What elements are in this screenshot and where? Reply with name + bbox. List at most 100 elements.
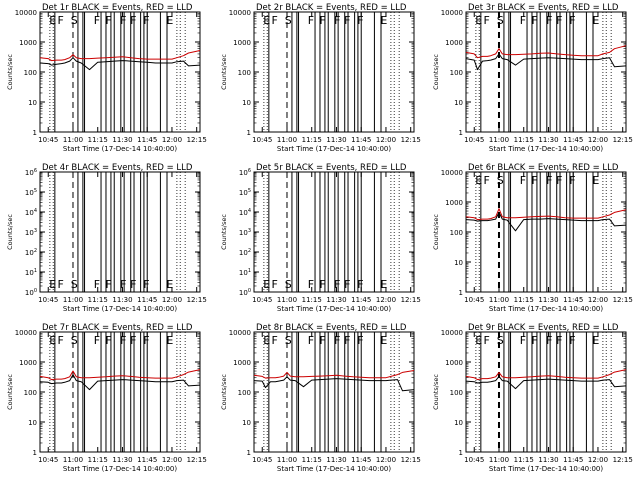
- x-tick-label: 12:15: [401, 456, 421, 464]
- x-tick-label: 11:45: [137, 456, 157, 464]
- y-tick-label: 106: [25, 168, 37, 177]
- flag-label: F: [357, 278, 363, 291]
- flag-label: F: [130, 278, 136, 291]
- panel-title: Det 4r BLACK = Events, RED = LLD: [42, 163, 193, 173]
- flag-label: E: [166, 14, 173, 27]
- y-axis-label: Counts/sec: [220, 54, 228, 90]
- y-axis-label: Counts/sec: [220, 214, 228, 250]
- flag-label: F: [344, 14, 350, 27]
- plot-frame: [253, 11, 415, 133]
- plot-frame: [253, 331, 415, 453]
- x-tick-label: 11:15: [88, 296, 108, 304]
- y-tick-label: 100: [25, 288, 37, 297]
- flag-label: F: [483, 14, 489, 27]
- x-tick-label: 12:00: [162, 136, 182, 144]
- y-tick-label: 100: [450, 69, 463, 77]
- flag-label: F: [556, 14, 562, 27]
- lld-rate-line: [253, 370, 415, 379]
- y-tick-label: 105: [239, 188, 251, 197]
- x-axis-label: Start Time (17-Dec-14 10:40:00): [63, 465, 177, 473]
- flag-label: E: [263, 278, 270, 291]
- flag-label: F: [130, 334, 136, 347]
- x-axis-label: Start Time (17-Dec-14 10:40:00): [489, 145, 603, 153]
- lld-rate-line: [465, 45, 627, 59]
- x-tick-label: 11:00: [277, 456, 297, 464]
- flag-label: F: [334, 278, 340, 291]
- lld-rate-line: [39, 50, 201, 62]
- x-tick-label: 10:45: [38, 296, 58, 304]
- flag-label: E: [592, 174, 599, 187]
- flag-label: E: [592, 14, 599, 27]
- x-tick-label: 11:45: [351, 456, 371, 464]
- flag-label: F: [569, 14, 575, 27]
- y-tick-label: 100: [238, 69, 251, 77]
- lld-rate-line: [465, 369, 627, 381]
- flag-label: F: [57, 278, 63, 291]
- y-tick-label: 1: [459, 449, 463, 457]
- y-tick-label: 10000: [441, 329, 463, 337]
- y-tick-label: 1000: [233, 39, 251, 47]
- flag-label: F: [94, 14, 100, 27]
- x-tick-label: 11:45: [137, 296, 157, 304]
- y-tick-label: 10: [454, 259, 463, 267]
- event-rate-line: [465, 53, 627, 71]
- flag-label: E: [49, 334, 56, 347]
- flag-label: F: [143, 334, 149, 347]
- panel-title: Det 3r BLACK = Events, RED = LLD: [468, 3, 619, 13]
- plot-frame: [465, 11, 627, 133]
- flag-label: S: [497, 14, 504, 27]
- x-tick-label: 11:30: [326, 456, 346, 464]
- plot-frame: [39, 331, 201, 453]
- y-tick-label: 100: [450, 229, 463, 237]
- y-tick-label: 1: [459, 129, 463, 137]
- panel-title: Det 5r BLACK = Events, RED = LLD: [256, 163, 407, 173]
- flag-label: F: [483, 334, 489, 347]
- flag-label: F: [344, 278, 350, 291]
- panel-title: Det 9r BLACK = Events, RED = LLD: [468, 323, 619, 333]
- x-tick-label: 11:30: [326, 296, 346, 304]
- y-tick-label: 10000: [441, 169, 463, 177]
- plot-frame: [39, 11, 201, 133]
- y-tick-label: 100: [24, 69, 37, 77]
- flag-label: E: [263, 14, 270, 27]
- flag-label: S: [285, 14, 292, 27]
- y-tick-label: 100: [239, 288, 251, 297]
- flag-label: F: [120, 278, 126, 291]
- y-tick-label: 103: [25, 228, 37, 237]
- flag-label: F: [520, 174, 526, 187]
- x-tick-label: 11:45: [351, 136, 371, 144]
- x-tick-label: 11:45: [351, 296, 371, 304]
- flag-label: F: [531, 334, 537, 347]
- x-axis-label: Start Time (17-Dec-14 10:40:00): [277, 145, 391, 153]
- y-axis-label: Counts/sec: [432, 214, 440, 250]
- event-rate-line: [39, 374, 201, 391]
- flag-label: S: [71, 334, 78, 347]
- x-tick-label: 10:45: [464, 456, 484, 464]
- x-tick-label: 11:00: [277, 296, 297, 304]
- plot-frame: [465, 331, 627, 453]
- y-tick-label: 100: [24, 389, 37, 397]
- x-tick-label: 10:45: [252, 136, 272, 144]
- lld-rate-line: [39, 369, 201, 381]
- y-tick-label: 101: [239, 268, 251, 277]
- x-axis-label: Start Time (17-Dec-14 10:40:00): [277, 305, 391, 313]
- y-tick-label: 10: [454, 419, 463, 427]
- y-tick-label: 10000: [15, 9, 37, 17]
- x-tick-label: 11:15: [514, 136, 534, 144]
- flag-label: E: [49, 278, 56, 291]
- y-axis-label: Counts/sec: [432, 54, 440, 90]
- y-tick-label: 103: [239, 228, 251, 237]
- flag-label: F: [271, 334, 277, 347]
- flag-label: E: [475, 334, 482, 347]
- flag-label: E: [380, 278, 387, 291]
- flag-label: F: [308, 334, 314, 347]
- x-tick-label: 10:45: [38, 456, 58, 464]
- y-tick-label: 101: [25, 268, 37, 277]
- y-tick-label: 100: [238, 389, 251, 397]
- flag-label: E: [263, 334, 270, 347]
- y-tick-label: 10: [28, 419, 37, 427]
- flag-label: F: [308, 278, 314, 291]
